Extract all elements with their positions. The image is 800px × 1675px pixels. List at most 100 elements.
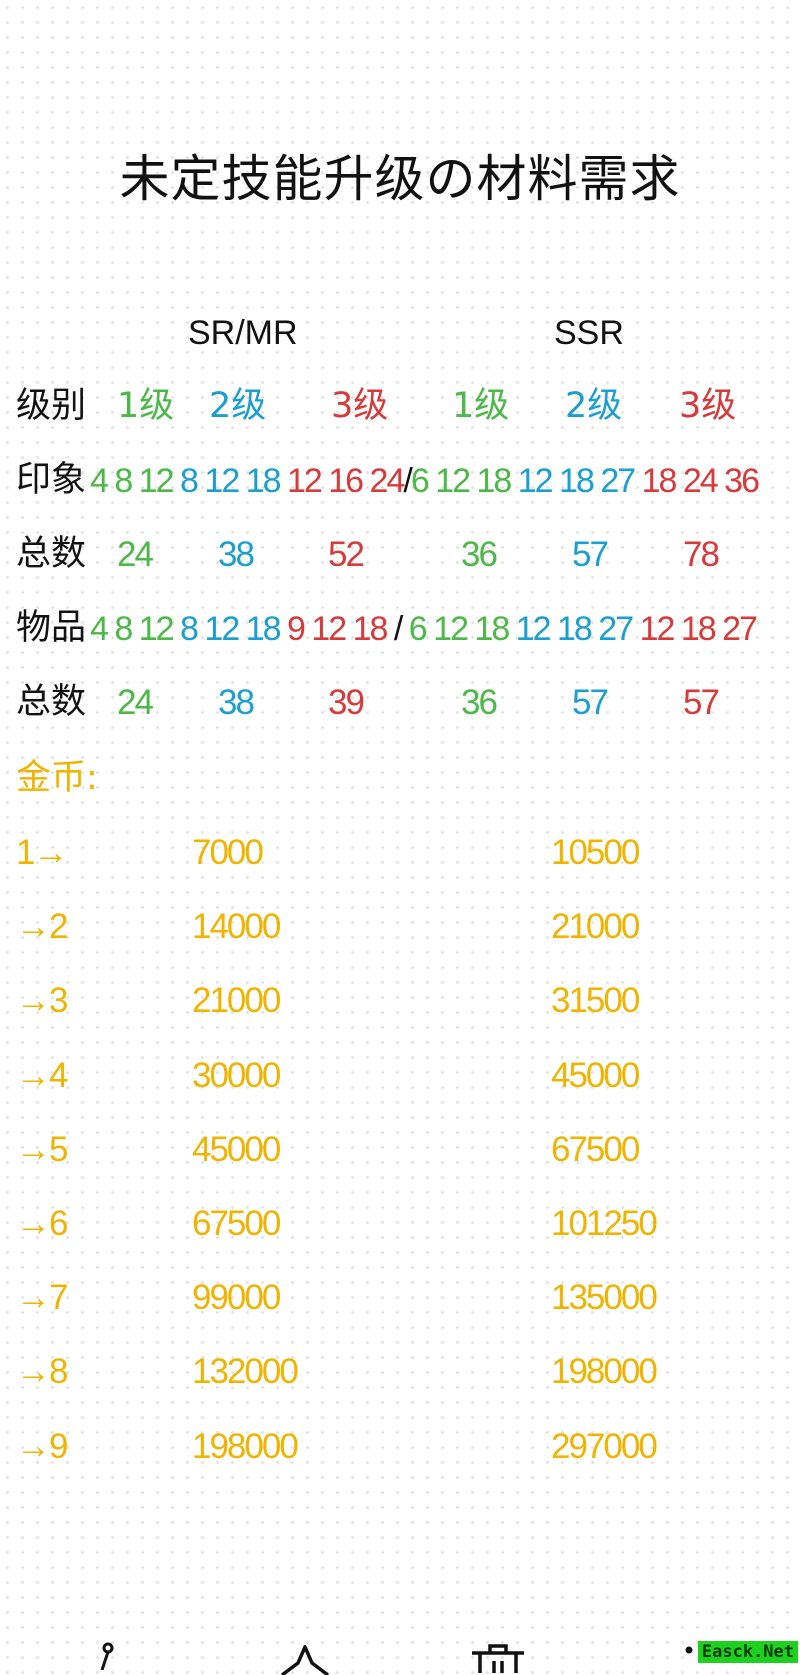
gold-sr-cost: 7000 — [192, 833, 264, 872]
item_row-value: 12 — [515, 610, 552, 648]
item-total-label: 总数 — [16, 682, 87, 722]
gold-step: →6 — [16, 1204, 68, 1243]
gold-ssr-cost: 21000 — [551, 907, 640, 947]
item_row-value: 8 — [180, 610, 199, 648]
item_row-separator: / — [386, 610, 409, 648]
item_row-value: 12 — [433, 610, 469, 648]
gold-sr-cost: 30000 — [192, 1055, 281, 1095]
gold-step: →5 — [16, 1129, 68, 1169]
gold-step: →7 — [16, 1278, 68, 1318]
item_row-value: 18 — [474, 610, 510, 648]
watermark: Easck.Net — [697, 1641, 798, 1663]
gold-ssr-cost: 67500 — [551, 1129, 640, 1169]
gold-sr-cost: 45000 — [192, 1129, 281, 1169]
gold-ssr-cost: 297000 — [551, 1426, 658, 1466]
item-total-ssr-3: 57 — [683, 683, 720, 722]
gold-sr-cost: 99000 — [192, 1278, 281, 1318]
impression-total-sr-3: 52 — [328, 535, 365, 574]
item-total-sr-1: 24 — [117, 683, 154, 722]
level-label: 级别 — [16, 386, 87, 426]
level-ssr-2: 2级 — [565, 386, 623, 426]
item_row-value: 18 — [557, 610, 593, 648]
impression_row-value: 6 — [410, 462, 430, 500]
item_row-value: 12 — [138, 610, 175, 648]
gold-step: →8 — [16, 1352, 68, 1392]
item_row-value: 18 — [680, 610, 717, 648]
gold-label: 金币: — [16, 758, 98, 798]
item_row-value: 8 — [114, 610, 133, 648]
item-total-sr-2: 38 — [218, 683, 255, 722]
item_row-value: 18 — [352, 610, 389, 648]
gold-sr-cost: 132000 — [192, 1352, 299, 1392]
impression-label: 印象 — [16, 460, 87, 500]
impression-row: 印象 — [16, 463, 86, 498]
gold-step: →3 — [16, 981, 68, 1021]
gold-ssr-cost: 101250 — [551, 1204, 658, 1243]
gold-sr-cost: 198000 — [192, 1426, 299, 1466]
impression_row-value: 16 — [328, 462, 364, 500]
item_row-value: 6 — [408, 610, 428, 648]
impression-total-sr-2: 38 — [218, 535, 255, 574]
impression_row-value: 18 — [245, 462, 282, 500]
gold-sr-cost: 67500 — [192, 1204, 281, 1243]
item_row-value: 27 — [598, 610, 634, 648]
gold-sr-cost: 21000 — [192, 981, 281, 1021]
level-sr-3: 3级 — [331, 386, 389, 426]
header-ssr: SSR — [554, 314, 624, 352]
impression_row-value: 18 — [559, 462, 595, 500]
impression_row-value: 12 — [435, 462, 471, 500]
gold-ssr-cost: 135000 — [551, 1278, 658, 1318]
level-ssr-3: 3级 — [679, 386, 737, 426]
item_row-value: 12 — [311, 610, 347, 648]
gold-step: →4 — [16, 1055, 68, 1095]
impression_row-value: 12 — [138, 462, 175, 500]
item_row-value: 12 — [639, 610, 676, 648]
impression_row-value: 18 — [641, 462, 678, 500]
item-values: 4 8 12 8 12 18 9 12 18 / 6 12 18 12 18 2… — [90, 610, 758, 648]
gold-step: 1→ — [16, 833, 68, 872]
impression-total-ssr-2: 57 — [572, 535, 609, 574]
impression-total-sr-1: 24 — [117, 535, 154, 574]
impression_row-value: 12 — [517, 462, 554, 500]
header-sr-mr: SR/MR — [188, 314, 298, 352]
gold-ssr-cost: 31500 — [551, 981, 640, 1021]
gold-ssr-cost: 10500 — [551, 833, 640, 872]
level-sr-1: 1级 — [117, 386, 175, 426]
item-total-sr-3: 39 — [328, 683, 365, 722]
impression_row-value: 8 — [114, 462, 133, 500]
item-total-ssr-2: 57 — [572, 683, 609, 722]
gold-ssr-cost: 45000 — [551, 1055, 640, 1095]
gold-step: →9 — [16, 1426, 68, 1466]
impression_row-value: 27 — [600, 462, 636, 500]
item-total-ssr-1: 36 — [461, 683, 498, 722]
impression_row-value: 36 — [724, 462, 760, 500]
impression-total-label: 总数 — [16, 534, 87, 574]
pen-icon[interactable] — [96, 1640, 126, 1670]
trash-icon[interactable] — [468, 1643, 528, 1673]
gold-step: →2 — [16, 907, 68, 947]
impression_row-value: 12 — [204, 462, 240, 500]
impression-total-ssr-3: 78 — [683, 535, 720, 574]
item_row-value: 12 — [204, 610, 240, 648]
impression-total-ssr-1: 36 — [461, 535, 498, 574]
star-icon[interactable] — [280, 1645, 330, 1675]
level-sr-2: 2级 — [209, 386, 267, 426]
level-ssr-1: 1级 — [452, 386, 510, 426]
more-icon[interactable] — [684, 1645, 694, 1655]
impression_row-value: 8 — [180, 462, 199, 500]
impression_row-value: 18 — [476, 462, 512, 500]
item_row-value: 18 — [245, 610, 282, 648]
impression_row-separator: / — [403, 462, 413, 500]
item_row-value: 9 — [286, 610, 306, 648]
gold-ssr-cost: 198000 — [551, 1352, 658, 1392]
impression_row-value: 24 — [682, 462, 719, 500]
impression_row-value: 12 — [286, 462, 323, 500]
page-title: 未定技能升级の材料需求 — [119, 150, 681, 208]
item_row-value: 4 — [90, 610, 109, 648]
item-label: 物品 — [16, 608, 87, 648]
gold-sr-cost: 14000 — [192, 907, 281, 947]
item_row-value: 27 — [722, 610, 758, 648]
impression_row-value: 4 — [90, 462, 109, 500]
impression-values: 4 8 12 8 12 18 12 16 24/6 12 18 12 18 27… — [90, 462, 760, 500]
impression_row-value: 24 — [369, 462, 406, 500]
